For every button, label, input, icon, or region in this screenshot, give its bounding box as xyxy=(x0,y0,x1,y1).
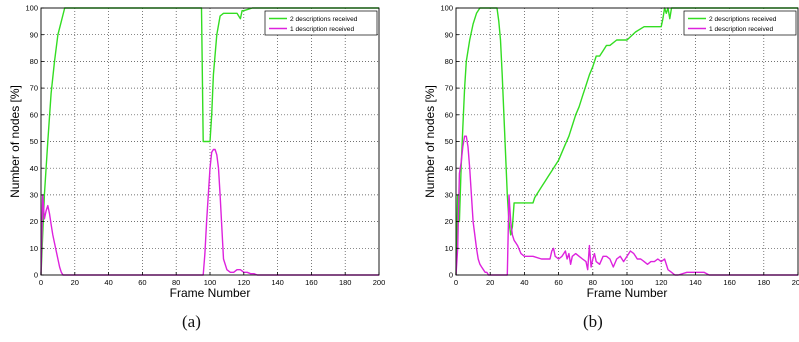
panel-b-y-tick-label: 80 xyxy=(445,57,453,66)
panel-b-legend-box xyxy=(683,10,797,36)
panel-a-legend-label: 2 descriptions received xyxy=(290,16,358,23)
panel-a-x-tick-label: 120 xyxy=(238,278,251,287)
panel-b-x-tick-label: 120 xyxy=(655,278,668,287)
panel-a-y-tick-label: 70 xyxy=(30,84,38,93)
panel-a-y-tick-label: 50 xyxy=(30,137,38,146)
panel-b-x-tick-label: 100 xyxy=(621,278,634,287)
panel-b-x-tick-label: 140 xyxy=(689,278,702,287)
panel-b-y-tick-label: 20 xyxy=(445,217,453,226)
panel-b-x-tick-label: 80 xyxy=(589,278,597,287)
panel-a-y-tick-label: 80 xyxy=(30,57,38,66)
panel-a-series-one-description-line xyxy=(40,148,379,276)
panel-a-series-two-descriptions-line xyxy=(40,7,379,276)
panel-b-x-tick-label: 40 xyxy=(520,278,528,287)
panel-a-y-tick-label: 10 xyxy=(30,244,38,253)
panel-b-x-tick-label: 0 xyxy=(454,278,458,287)
panel-a-y-tick-label: 40 xyxy=(30,164,38,173)
panel-b-y-tick-label: 50 xyxy=(445,137,453,146)
caption-b: (b) xyxy=(583,312,603,331)
panel-b-y-tick-label: 60 xyxy=(445,110,453,119)
panel-a-y-tick-label: 20 xyxy=(30,217,38,226)
panel-a-x-tick-label: 200 xyxy=(373,278,386,287)
panel-a-y-tick-label: 0 xyxy=(34,271,38,280)
panel-a: 0 20 40 60 80 100 120 140 160 180 200 0 10 20 30 40 50 60… xyxy=(8,4,385,300)
panel-a-x-tick-label: 80 xyxy=(172,278,180,287)
panel-b: 0 20 40 60 80 100 120 140 160 180 200 0 10 20 30 40 50 60… xyxy=(423,4,799,300)
panel-a-y-tick-label: 90 xyxy=(30,30,38,39)
panel-b-y-tick-label: 10 xyxy=(445,244,453,253)
panel-b-y-tick-label: 30 xyxy=(445,191,453,200)
panel-b-y-tick-label: 70 xyxy=(445,84,453,93)
panel-b-x-tick-label: 160 xyxy=(723,278,736,287)
panel-a-x-axis-label: Frame Number xyxy=(170,286,251,300)
panel-b-legend: 2 descriptions received 1 description rec… xyxy=(683,10,797,36)
panel-a-x-tick-label: 0 xyxy=(39,278,43,287)
panel-b-y-tick-label: 90 xyxy=(445,30,453,39)
panel-b-x-tick-label: 200 xyxy=(792,278,799,287)
panel-a-x-tick-label: 40 xyxy=(104,278,112,287)
panel-a-y-tick-label: 60 xyxy=(30,110,38,119)
panel-a-x-tick-label: 140 xyxy=(271,278,284,287)
panel-a-legend-label: 1 description received xyxy=(290,26,354,33)
panel-a-x-tick-label: 60 xyxy=(138,278,146,287)
panel-a-y-tick-label: 30 xyxy=(30,191,38,200)
panel-b-y-tick-label: 40 xyxy=(445,164,453,173)
panel-a-y-tick-label: 100 xyxy=(25,4,38,13)
panel-b-legend-label: 2 descriptions received xyxy=(709,16,777,23)
panel-b-series-one-description-line xyxy=(455,135,798,276)
panel-b-y-tick-label: 100 xyxy=(440,4,453,13)
panel-b-x-tick-label: 20 xyxy=(486,278,494,287)
panel-b-x-tick-label: 60 xyxy=(554,278,562,287)
panel-a-x-tick-label: 100 xyxy=(204,278,217,287)
panel-b-y-axis-label: Number of nodes [%] xyxy=(423,85,437,198)
panel-b-x-axis-label: Frame Number xyxy=(587,286,668,300)
panel-a-legend: 2 descriptions received 1 description rec… xyxy=(264,10,378,36)
panel-a-x-tick-label: 20 xyxy=(71,278,79,287)
caption-a: (a) xyxy=(182,312,201,331)
panel-a-x-tick-label: 180 xyxy=(339,278,352,287)
panel-a-legend-box xyxy=(264,10,378,36)
panel-b-legend-label: 1 description received xyxy=(709,26,773,33)
panel-a-y-axis-label: Number of nodes [%] xyxy=(8,85,22,198)
panel-b-x-tick-label: 180 xyxy=(758,278,771,287)
panel-b-y-tick-label: 0 xyxy=(449,271,453,280)
panel-a-x-tick-label: 160 xyxy=(305,278,318,287)
